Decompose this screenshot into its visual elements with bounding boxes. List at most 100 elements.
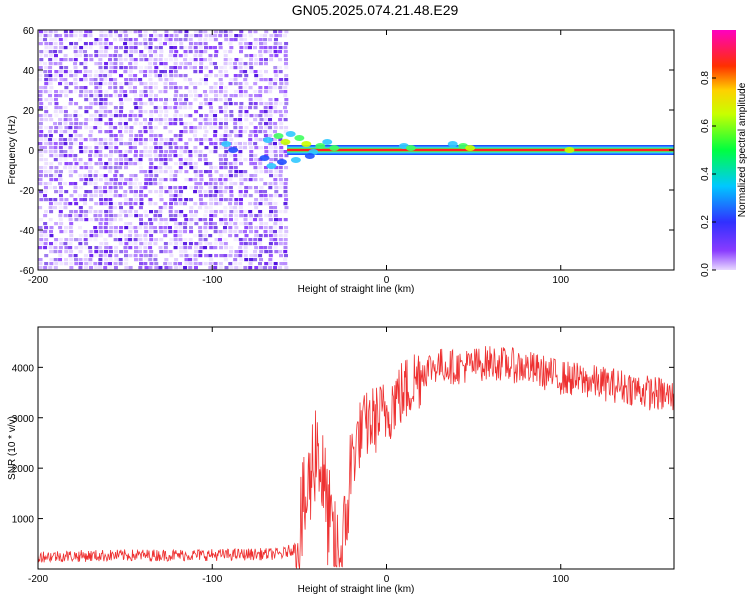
noise-cell xyxy=(233,158,238,162)
noise-cell xyxy=(118,130,123,134)
noise-cell xyxy=(44,162,49,166)
noise-cell xyxy=(153,254,158,258)
noise-cell xyxy=(143,246,148,250)
noise-cell xyxy=(268,194,273,198)
noise-cell xyxy=(134,246,139,250)
noise-cell xyxy=(64,190,69,194)
noise-cell xyxy=(233,222,238,226)
noise-cell xyxy=(94,162,99,166)
noise-cell xyxy=(233,206,238,210)
noise-cell xyxy=(159,238,164,242)
noise-cell xyxy=(243,94,248,98)
noise-cell xyxy=(204,66,209,70)
noise-cell xyxy=(209,142,214,146)
noise-cell xyxy=(128,150,133,154)
noise-cell xyxy=(48,142,53,146)
noise-cell xyxy=(79,90,84,94)
noise-cell xyxy=(189,94,194,98)
noise-cell xyxy=(138,114,143,118)
noise-cell xyxy=(73,254,78,258)
noise-cell xyxy=(133,186,138,190)
noise-cell xyxy=(234,250,239,254)
noise-cell xyxy=(73,166,78,170)
noise-cell xyxy=(38,70,43,74)
colorbar-ticks: 0.00.20.40.60.8 xyxy=(700,71,716,277)
noise-cell xyxy=(208,254,213,258)
noise-cell xyxy=(209,210,214,214)
noise-cell xyxy=(278,226,283,230)
noise-cell xyxy=(193,162,198,166)
noise-cell xyxy=(104,210,109,214)
noise-cell xyxy=(268,126,273,130)
noise-cell xyxy=(268,146,273,150)
noise-cell xyxy=(83,214,88,218)
noise-cell xyxy=(128,78,133,82)
noise-cell xyxy=(264,114,269,118)
noise-cell xyxy=(278,234,283,238)
noise-cell xyxy=(218,94,223,98)
noise-cell xyxy=(64,198,69,202)
noise-cell xyxy=(233,154,238,158)
noise-cell xyxy=(183,266,188,270)
noise-cell xyxy=(284,98,289,102)
noise-cell xyxy=(213,82,218,86)
noise-cell xyxy=(123,254,128,258)
noise-cell xyxy=(78,30,83,34)
noise-cell xyxy=(183,162,188,166)
noise-cell xyxy=(214,238,219,242)
noise-cell xyxy=(149,110,154,114)
noise-cell xyxy=(258,74,263,78)
noise-cell xyxy=(134,258,139,262)
noise-cell xyxy=(249,218,254,222)
noise-cell xyxy=(239,242,244,246)
noise-cell xyxy=(283,210,288,214)
noise-cell xyxy=(238,194,243,198)
noise-cell xyxy=(258,54,263,58)
noise-cell xyxy=(268,230,273,234)
noise-cell xyxy=(188,102,193,106)
noise-cell xyxy=(244,126,249,130)
noise-cell xyxy=(114,138,119,142)
noise-cell xyxy=(253,102,258,106)
noise-cell xyxy=(139,126,144,130)
noise-cell xyxy=(108,166,113,170)
noise-cell xyxy=(273,234,278,238)
noise-cell xyxy=(223,34,228,38)
noise-cell xyxy=(48,130,53,134)
noise-cell xyxy=(48,170,53,174)
noise-cell xyxy=(64,238,69,242)
noise-cell xyxy=(99,218,104,222)
noise-cell xyxy=(254,230,259,234)
noise-cell xyxy=(78,34,83,38)
noise-cell xyxy=(149,222,154,226)
noise-cell xyxy=(188,150,193,154)
noise-cell xyxy=(113,194,118,198)
noise-cell xyxy=(159,50,164,54)
noise-cell xyxy=(168,158,173,162)
noise-cell xyxy=(94,38,99,42)
noise-cell xyxy=(49,230,54,234)
noise-cell xyxy=(163,142,168,146)
noise-field xyxy=(38,30,289,270)
noise-cell xyxy=(178,230,183,234)
noise-cell xyxy=(113,114,118,118)
colorbar-tick-label: 0.8 xyxy=(700,71,711,85)
noise-cell xyxy=(63,158,68,162)
noise-cell xyxy=(258,38,263,42)
noise-cell xyxy=(78,142,83,146)
noise-cell xyxy=(253,126,258,130)
noise-cell xyxy=(223,106,228,110)
noise-cell xyxy=(158,178,163,182)
noise-cell xyxy=(153,230,158,234)
noise-cell xyxy=(209,98,214,102)
noise-cell xyxy=(124,34,129,38)
noise-cell xyxy=(113,70,118,74)
noise-cell xyxy=(223,206,228,210)
noise-cell xyxy=(278,118,283,122)
noise-cell xyxy=(184,218,189,222)
noise-cell xyxy=(184,198,189,202)
noise-cell xyxy=(248,46,253,50)
noise-cell xyxy=(143,170,148,174)
noise-cell xyxy=(108,130,113,134)
noise-cell xyxy=(39,198,44,202)
